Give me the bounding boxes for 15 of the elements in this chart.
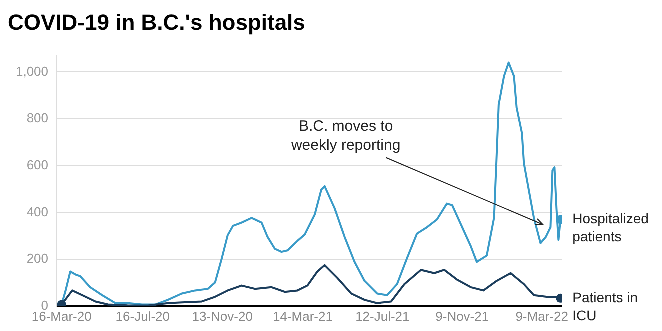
y-tick-label: 800 bbox=[26, 110, 49, 126]
x-tick-label: 12-Jul-21 bbox=[356, 308, 410, 324]
x-tick-label: 16-Jul-20 bbox=[116, 308, 170, 324]
series-label: Patients in ICU bbox=[572, 289, 638, 324]
y-tick-label: 200 bbox=[26, 251, 49, 266]
x-tick-label: 14-Mar-21 bbox=[272, 308, 333, 324]
y-tick-label: 600 bbox=[26, 157, 49, 172]
series-label: Hospitalized patients bbox=[572, 210, 649, 245]
x-tick-label: 13-Nov-20 bbox=[192, 308, 253, 324]
annotation: B.C. moves to weekly reporting bbox=[290, 118, 401, 154]
y-tick-label: 1,000 bbox=[16, 64, 49, 79]
x-tick-label: 9-Nov-21 bbox=[436, 308, 490, 324]
chart-title: COVID-19 in B.C.'s hospitals bbox=[8, 9, 306, 37]
y-tick-label: 400 bbox=[26, 204, 49, 220]
x-tick-label: 9-Mar-22 bbox=[516, 308, 568, 324]
